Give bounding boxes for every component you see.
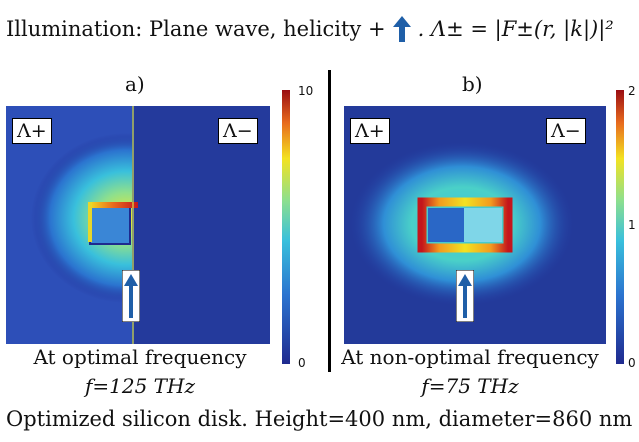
illumination-text: Illumination: Plane wave, helicity + <box>6 17 386 41</box>
colorbar-b <box>616 90 624 364</box>
illumination-header: Illumination: Plane wave, helicity + . Λ… <box>6 16 614 42</box>
field-map-b <box>344 106 606 344</box>
helicity-arrow-icon <box>392 16 411 42</box>
incidence-arrow-icon-b <box>456 270 474 322</box>
colorbar-a-min: 0 <box>298 356 306 370</box>
figure-footer: Optimized silicon disk. Height=400 nm, d… <box>6 407 633 431</box>
colorbar-a-max: 10 <box>298 84 314 98</box>
lambda-formula: . Λ± = |F±(r, |k|)|² <box>417 17 614 41</box>
lambda-minus-tag-b: Λ− <box>546 118 586 144</box>
colorbar-b-max: 2 <box>628 84 636 98</box>
colorbar-a <box>282 90 290 364</box>
lambda-plus-tag-a: Λ+ <box>12 118 52 144</box>
panel-b-label: b) <box>462 72 483 96</box>
panel-divider <box>328 70 331 372</box>
caption-b-line1: At non-optimal frequency <box>341 345 599 369</box>
caption-a-line2: f=125 THz <box>84 374 195 398</box>
colorbar-b-mid: 1 <box>628 218 636 232</box>
field-map-a <box>6 106 270 344</box>
caption-a-line1: At optimal frequency <box>33 345 247 369</box>
caption-b-line2: f=75 THz <box>421 374 519 398</box>
lambda-minus-tag-a: Λ− <box>218 118 258 144</box>
lambda-plus-tag-b: Λ+ <box>350 118 390 144</box>
colorbar-b-min: 0 <box>628 356 636 370</box>
incidence-arrow-icon-a <box>122 270 140 322</box>
panel-a-label: a) <box>125 72 145 96</box>
